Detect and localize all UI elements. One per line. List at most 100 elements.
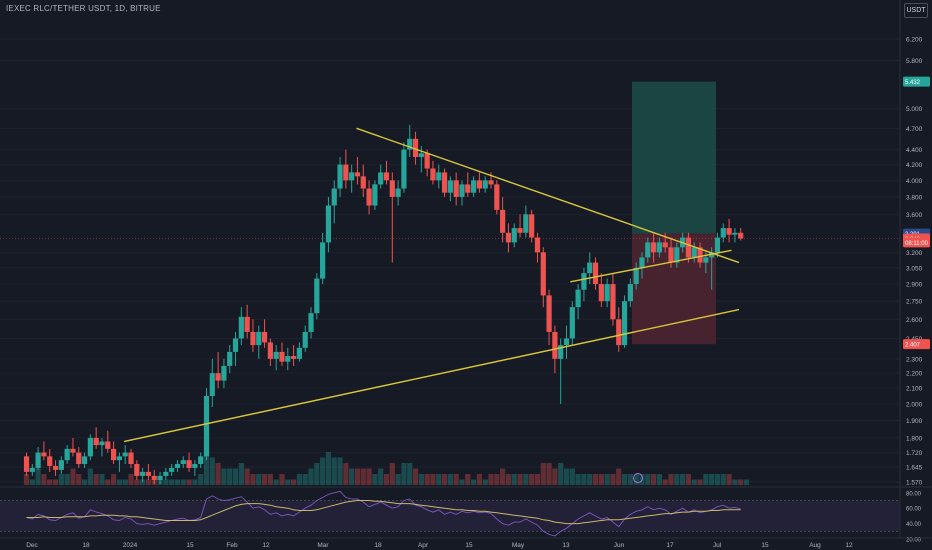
volume-bar (320, 457, 326, 485)
price-tick-label: 4.400 (906, 147, 923, 154)
candle-body (592, 262, 599, 285)
volume-bar (203, 441, 210, 485)
volume-bar (192, 479, 198, 485)
candle-body (476, 180, 483, 189)
candle-body (552, 331, 558, 359)
candle-body (726, 228, 732, 235)
price-badge (903, 339, 930, 350)
candle-body (627, 284, 633, 302)
candle-body (720, 228, 726, 238)
price-tick-label: 6.200 (906, 37, 923, 44)
volume-bar (174, 479, 181, 485)
candle-body (302, 331, 308, 348)
candle-body (128, 452, 134, 465)
volume-bar (494, 474, 500, 485)
candle-body (250, 331, 256, 346)
volume-bar (360, 468, 366, 485)
volume-bar (650, 474, 657, 485)
volume-bar (534, 474, 541, 485)
price-tick-label: 1.800 (906, 435, 923, 442)
time-tick-label: Jun (614, 542, 625, 549)
candle-body (169, 467, 175, 472)
candle-body (697, 247, 703, 263)
volume-bar (354, 468, 361, 485)
candle-body (58, 460, 64, 470)
volume-bar (238, 463, 244, 485)
rsi-tick-label: 40.00 (906, 522, 922, 528)
volume-bar (441, 474, 448, 485)
candle-body (331, 188, 337, 206)
volume-bar (209, 457, 215, 485)
candle-body (674, 247, 680, 263)
volume-bar (558, 463, 564, 485)
price-badge (903, 237, 930, 248)
candle-body (703, 257, 709, 263)
volume-bar (656, 474, 663, 485)
volume-bar (64, 474, 70, 485)
candle-body (227, 351, 233, 366)
volume-bar (697, 479, 703, 485)
candle-body (93, 437, 99, 446)
volume-bar (314, 463, 320, 485)
volume-bar (738, 479, 744, 485)
volume-bar (116, 479, 123, 485)
price-tick-label: 1.900 (906, 418, 923, 425)
volume-bar (273, 479, 279, 485)
candle-body (424, 153, 430, 169)
price-badge-label: 5.432 (905, 80, 921, 86)
volume-bar (680, 474, 686, 485)
volume-bar (296, 474, 303, 485)
candle-body (151, 475, 157, 480)
candle-body (598, 284, 604, 302)
currency-button[interactable]: USDT (904, 3, 928, 18)
candle-body (482, 180, 488, 189)
volume-bar (732, 479, 738, 485)
volume-bar (616, 468, 622, 485)
candle-body (372, 184, 378, 206)
candle-body (738, 232, 744, 239)
volume-bar (308, 468, 314, 485)
volume-bar (592, 474, 599, 485)
candle-body (180, 460, 186, 465)
volume-bar (465, 474, 471, 485)
candle-body (378, 172, 384, 185)
candle-body (616, 319, 622, 346)
volume-bar (470, 479, 477, 485)
volume-bar (35, 468, 41, 485)
candle-body (650, 242, 657, 253)
candle-body (540, 252, 546, 296)
volume-bar (703, 474, 709, 485)
candle-body (285, 356, 291, 362)
event-marker-icon (633, 473, 643, 483)
candle-body (691, 247, 697, 258)
time-tick-label: 18 (82, 542, 90, 549)
candle-body (140, 471, 146, 476)
candle-body (110, 448, 117, 461)
candle-body (320, 242, 326, 279)
volume-bar (337, 457, 343, 485)
symbol-title: IEXEC RLC/TETHER USDT, 1D, BITRUE (6, 4, 161, 13)
volume-bar (227, 468, 233, 485)
candle-body (122, 452, 128, 457)
volume-bar (691, 479, 697, 485)
price-tick-label: 3.200 (906, 250, 923, 257)
candle-body (116, 456, 123, 461)
candle-body (517, 228, 523, 233)
candle-body (389, 180, 395, 197)
volume-bar (726, 474, 732, 485)
volume-bar (58, 474, 64, 485)
rsi-tick-label: 80.00 (906, 491, 922, 497)
volume-bar (598, 474, 604, 485)
candle-body (418, 153, 424, 158)
volume-bar (453, 474, 459, 485)
volume-bar (436, 474, 442, 485)
candle-body (145, 471, 152, 476)
volume-bar (198, 474, 204, 485)
candle-body (685, 237, 692, 258)
price-tick-label: 1.720 (906, 450, 923, 457)
candle-body (232, 338, 239, 352)
candle-body (35, 452, 41, 468)
time-tick-label: 12 (845, 542, 853, 549)
price-badge (903, 76, 930, 87)
